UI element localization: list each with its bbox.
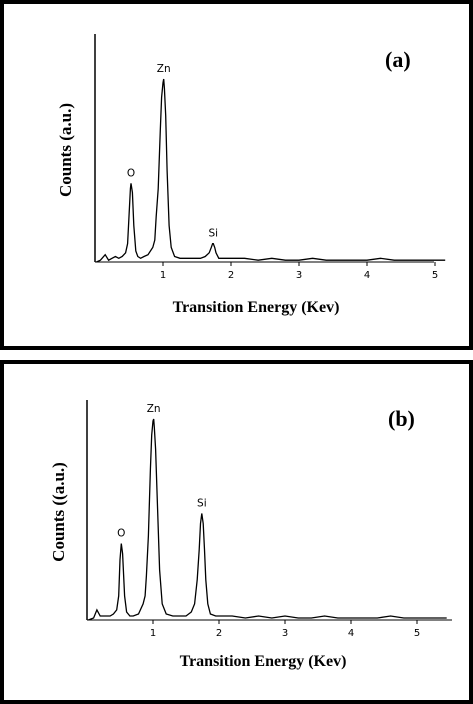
chart-panel-a: 1 2 3 4 5 O Zn Si Counts (a.u.) Transition Ene… (0, 0, 473, 350)
x-ticks: 1 2 3 4 5 (160, 262, 438, 281)
chart-panel-b: 1 2 3 4 5 O Zn Si Counts ((a.u.) Transition En… (0, 360, 473, 704)
spectrum-plot-b: 1 2 3 4 5 O Zn Si Counts ((a.u.) Transition En… (49, 400, 452, 670)
x-tick-label: 3 (282, 628, 288, 639)
peak-labels: O Zn Si (127, 63, 218, 240)
panel-label-b: (b) (388, 406, 415, 431)
x-tick-label: 4 (364, 270, 370, 281)
peak-label-o: O (127, 167, 135, 179)
x-tick-label: 3 (296, 270, 302, 281)
peak-label-si: Si (209, 228, 219, 240)
x-tick-label: 2 (228, 270, 234, 281)
y-axis-label: Counts ((a.u.) (49, 462, 68, 562)
spectrum-plot-a: 1 2 3 4 5 O Zn Si Counts (a.u.) Transition Ene… (56, 34, 446, 316)
peak-label-zn: Zn (157, 63, 171, 75)
panel-label-a: (a) (385, 47, 411, 72)
x-tick-label: 1 (150, 628, 156, 639)
y-axis-label: Counts (a.u.) (56, 103, 75, 197)
x-axis-label: Transition Energy (Kev) (180, 653, 347, 670)
x-tick-label: 2 (216, 628, 222, 639)
x-tick-label: 5 (432, 270, 438, 281)
x-tick-label: 1 (160, 270, 166, 281)
spectrum-trace (88, 418, 447, 621)
peak-label-o: O (117, 528, 125, 540)
x-tick-label: 4 (348, 628, 354, 639)
x-ticks: 1 2 3 4 5 (150, 620, 420, 639)
spectrum-trace (96, 78, 446, 263)
x-axis-label: Transition Energy (Kev) (173, 299, 340, 316)
x-tick-label: 5 (414, 628, 420, 639)
peak-labels: O Zn Si (117, 403, 206, 540)
peak-label-si: Si (197, 497, 207, 509)
peak-label-zn: Zn (147, 403, 161, 415)
